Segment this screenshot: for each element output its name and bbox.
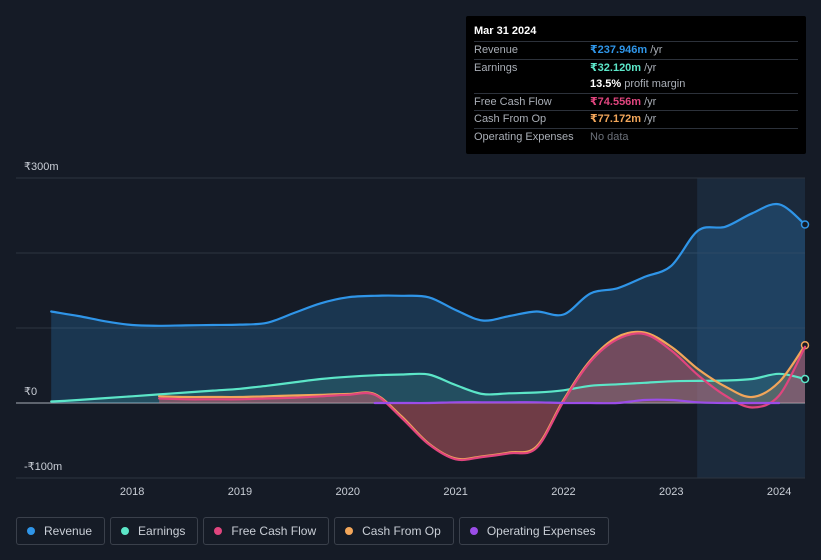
x-tick-label: 2021 bbox=[443, 486, 467, 498]
legend-item[interactable]: Cash From Op bbox=[334, 517, 454, 545]
tooltip-unit: /yr bbox=[650, 44, 663, 56]
cash-from-op-area bbox=[159, 331, 806, 460]
tooltip-label bbox=[474, 76, 590, 93]
legend-label: Earnings bbox=[138, 524, 186, 538]
legend-item[interactable]: Free Cash Flow bbox=[203, 517, 330, 545]
x-tick-label: 2018 bbox=[120, 486, 144, 498]
legend-label: Cash From Op bbox=[362, 524, 441, 538]
tooltip-date: Mar 31 2024 bbox=[474, 25, 537, 37]
tooltip-unit: /yr bbox=[644, 61, 657, 74]
x-tick-label: 2020 bbox=[336, 486, 360, 498]
tooltip-row: 13.5% profit margin bbox=[474, 76, 798, 93]
x-tick-label: 2023 bbox=[659, 486, 683, 498]
earnings-area bbox=[51, 373, 805, 403]
legend-item[interactable]: Earnings bbox=[110, 517, 199, 545]
revenue-line bbox=[50, 202, 807, 327]
tooltip-row: Cash From Op ₹77.172m/yr bbox=[474, 110, 798, 128]
tooltip-unit: /yr bbox=[644, 95, 657, 108]
tooltip-row: Free Cash Flow ₹74.556m/yr bbox=[474, 92, 798, 111]
tooltip-value: ₹237.946m bbox=[590, 44, 648, 56]
tooltip-row: Revenue ₹237.946m/yr bbox=[474, 41, 798, 59]
operating-expenses-line bbox=[373, 398, 781, 405]
y-tick-label: ₹0 bbox=[24, 386, 37, 398]
revenue-end-point bbox=[800, 220, 810, 229]
legend-dot-icon bbox=[214, 527, 223, 535]
tooltip-row: Operating Expenses No data bbox=[474, 127, 798, 146]
free-cash-flow-area bbox=[159, 333, 806, 460]
legend-dot-icon bbox=[469, 527, 478, 535]
tooltip-label: Earnings bbox=[474, 61, 518, 74]
tooltip-label: Revenue bbox=[474, 44, 519, 56]
tooltip-unit: /yr bbox=[644, 113, 657, 125]
tooltip-row: Earnings ₹32.120m/yr bbox=[474, 58, 798, 77]
legend-label: Revenue bbox=[44, 524, 93, 538]
x-tick-label: 2024 bbox=[767, 486, 791, 498]
tooltip-value: 13.5% bbox=[590, 78, 622, 90]
x-tick-label: 2019 bbox=[228, 486, 252, 498]
earnings-end-point bbox=[800, 374, 810, 384]
x-tick-label: 2022 bbox=[551, 486, 575, 498]
tooltip-value: ₹32.120m bbox=[590, 61, 642, 74]
legend-dot-icon bbox=[27, 527, 35, 535]
legend-label: Operating Expenses bbox=[486, 524, 596, 538]
earnings-line bbox=[50, 372, 807, 403]
y-tick-label: ₹300m bbox=[24, 161, 59, 173]
tooltip-label: Free Cash Flow bbox=[474, 95, 552, 108]
tooltip-panel: Mar 31 2024 Revenue ₹237.946m/yr Earnings ₹… bbox=[466, 16, 806, 154]
free-cash-flow-line bbox=[158, 332, 807, 462]
legend: Revenue Earnings Free Cash Flow Cash From O… bbox=[16, 517, 609, 545]
tooltip-value: ₹77.172m bbox=[590, 113, 642, 125]
y-tick-label: -₹100m bbox=[24, 461, 62, 473]
legend-dot-icon bbox=[121, 527, 130, 535]
legend-label: Free Cash Flow bbox=[231, 524, 317, 538]
tooltip-unit: profit margin bbox=[624, 78, 686, 90]
tooltip-label: Cash From Op bbox=[474, 113, 547, 125]
tooltip-value: ₹74.556m bbox=[590, 95, 642, 108]
tooltip-label: Operating Expenses bbox=[474, 130, 574, 143]
legend-item[interactable]: Revenue bbox=[16, 517, 106, 545]
revenue-area bbox=[51, 203, 805, 403]
tooltip-value: No data bbox=[590, 130, 629, 143]
legend-dot-icon bbox=[345, 527, 354, 535]
legend-item[interactable]: Operating Expenses bbox=[458, 517, 609, 545]
